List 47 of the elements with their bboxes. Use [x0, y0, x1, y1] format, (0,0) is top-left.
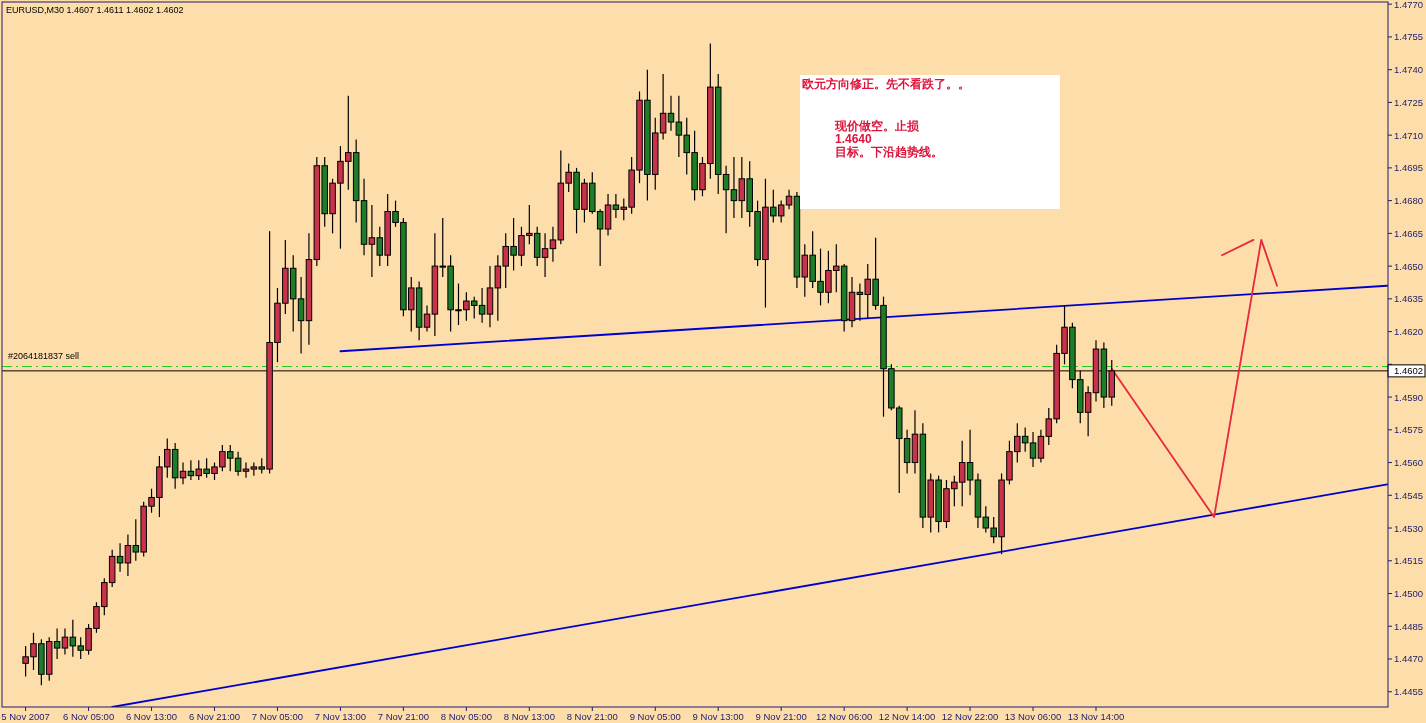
x-tick-label: 6 Nov 13:00 [125, 711, 178, 722]
y-tick-label: 1.4650 [1394, 260, 1424, 272]
annotation: 现价做空。止损 1.4640 目标。下沿趋势线。 [834, 119, 943, 159]
y-tick-label: 1.4725 [1394, 96, 1424, 108]
y-tick-label: 1.4455 [1394, 686, 1424, 698]
annotation: 欧元方向修正。先不看跌了。。 [802, 77, 970, 91]
x-tick-label: 9 Nov 05:00 [629, 711, 681, 722]
x-tick-label: 8 Nov 21:00 [566, 711, 618, 722]
x-tick-label: 9 Nov 13:00 [692, 711, 744, 722]
ref-line-label: #2064181837 sell [8, 350, 80, 361]
x-tick-label: 7 Nov 13:00 [314, 711, 367, 722]
x-tick-label: 6 Nov 05:00 [62, 711, 115, 722]
y-tick-label: 1.4590 [1394, 391, 1424, 403]
y-tick-label: 1.4515 [1394, 555, 1424, 567]
x-tick-label: 5 Nov 2007 [1, 711, 50, 722]
x-tick-label: 13 Nov 06:00 [1004, 711, 1062, 722]
y-tick-label: 1.4770 [1394, 0, 1424, 10]
y-tick-label: 1.4485 [1394, 620, 1424, 632]
x-tick-label: 6 Nov 21:00 [188, 711, 241, 722]
note-box: 欧元方向修正。先不看跌了。。 现价做空。止损 1.4640 目标。下沿趋势线。 [800, 75, 1060, 209]
x-tick-label: 12 Nov 14:00 [878, 711, 936, 722]
y-tick-label: 1.4665 [1394, 227, 1424, 239]
y-tick-label: 1.4470 [1394, 653, 1424, 665]
y-tick-label: 1.4755 [1394, 31, 1424, 43]
y-tick-label: 1.4500 [1394, 588, 1424, 599]
y-tick-label: 1.4530 [1394, 522, 1424, 534]
x-tick-label: 13 Nov 14:00 [1067, 711, 1125, 722]
x-tick-label: 12 Nov 22:00 [941, 711, 999, 722]
y-tick-label: 1.4620 [1394, 326, 1424, 338]
x-tick-label: 7 Nov 21:00 [377, 711, 430, 722]
y-tick-label: 1.4575 [1394, 424, 1424, 436]
x-tick-label: 8 Nov 13:00 [503, 711, 555, 722]
y-tick-label: 1.4740 [1394, 64, 1424, 76]
x-tick-label: 7 Nov 05:00 [251, 711, 304, 722]
price-tag: 1.4602 [1387, 364, 1426, 378]
y-tick-label: 1.4680 [1394, 195, 1424, 207]
y-tick-label: 1.4545 [1394, 489, 1424, 501]
y-tick-label: 1.4710 [1394, 129, 1424, 141]
x-tick-label: 9 Nov 21:00 [755, 711, 807, 722]
y-tick-label: 1.4635 [1394, 293, 1424, 305]
chart-title: EURUSD,M30 1.4607 1.4611 1.4602 1.4602 [6, 5, 184, 15]
y-tick-label: 1.4695 [1394, 162, 1424, 174]
y-tick-label: 1.4560 [1394, 457, 1424, 469]
ref-line-label: 1.4602 [1394, 365, 1424, 377]
line-series [1110, 239, 1278, 519]
x-tick-label: 8 Nov 05:00 [440, 711, 492, 722]
x-tick-label: 12 Nov 06:00 [815, 711, 873, 722]
